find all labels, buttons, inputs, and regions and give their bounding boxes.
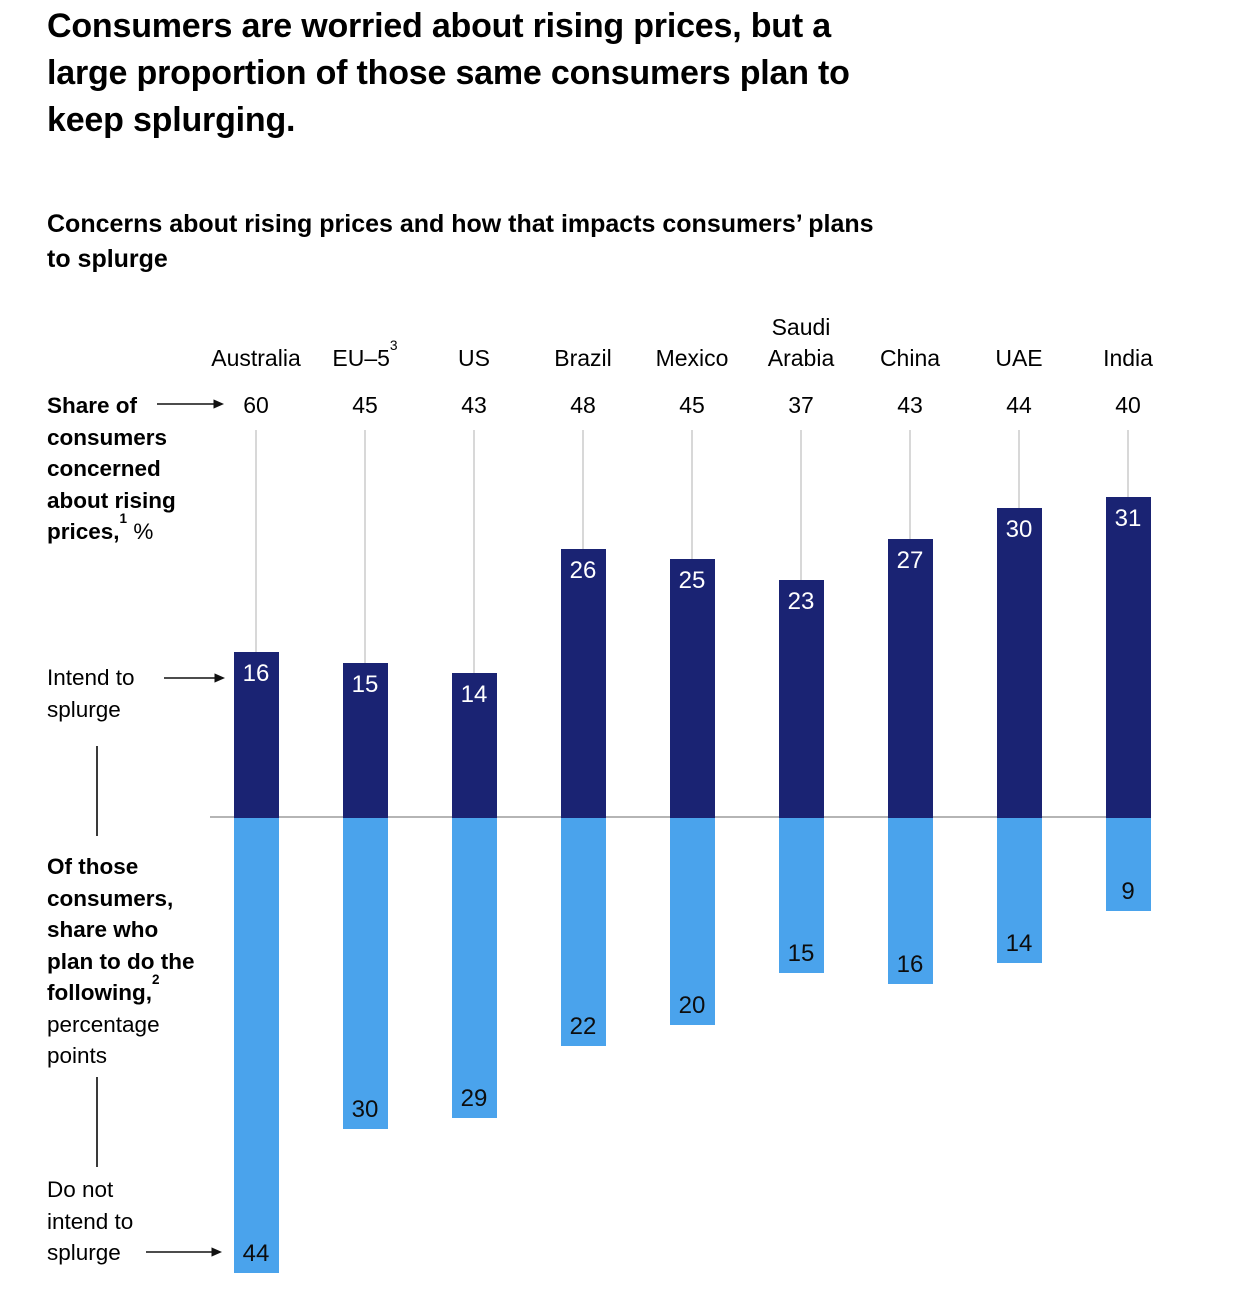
category-label-text: China	[879, 345, 941, 371]
chart-title: Consumers are worried about rising price…	[47, 7, 850, 139]
category-label-text: UAE	[995, 345, 1043, 371]
series-label-intend: Intend to splurge	[47, 665, 135, 722]
category-label: Australia	[202, 311, 311, 374]
concern-value: 40	[1115, 392, 1141, 418]
bar-value-do-not-intend: 29	[460, 1085, 488, 1113]
bar-value-do-not-intend: 44	[242, 1240, 270, 1268]
bar-do-not-intend: 29	[451, 818, 497, 1119]
category-label: Mexico	[638, 311, 747, 374]
drop-line	[473, 430, 475, 674]
arrow-right-icon	[164, 673, 225, 683]
bar-do-not-intend: 22	[560, 818, 606, 1046]
bar-value-intend: 30	[1005, 515, 1033, 543]
series-label-followup-text: Of those consumers, share who plan to do…	[47, 854, 195, 1005]
bar-intend-to-splurge: 16	[233, 652, 279, 818]
concern-value: 37	[788, 392, 814, 418]
bar-value-intend: 27	[896, 546, 924, 574]
concern-value: 60	[243, 392, 269, 418]
bar-do-not-intend: 9	[1105, 818, 1151, 912]
concern-value: 45	[679, 392, 705, 418]
bar-value-do-not-intend: 9	[1121, 878, 1135, 906]
category-label: India	[1074, 311, 1183, 374]
bar-do-not-intend: 16	[887, 818, 933, 984]
series-label-concerned: Share of consumers concerned about risin…	[47, 390, 217, 548]
bar-do-not-intend: 15	[778, 818, 824, 974]
bar-intend-to-splurge: 14	[451, 673, 497, 818]
bar-value-do-not-intend: 30	[351, 1095, 379, 1123]
bar-value-intend: 14	[460, 681, 488, 709]
category-label: Saudi Arabia	[747, 311, 856, 374]
category-label-text: Mexico	[655, 345, 729, 371]
bar-intend-to-splurge: 30	[996, 507, 1042, 818]
category-label: Brazil	[529, 311, 638, 374]
concern-value: 43	[897, 392, 923, 418]
category-label-text: Brazil	[554, 345, 612, 371]
category-label: UAE	[965, 311, 1074, 374]
series-label-concerned-text: Share of consumers concerned about risin…	[47, 393, 176, 544]
drop-line	[1127, 430, 1129, 498]
bar-intend-to-splurge: 25	[669, 559, 715, 818]
bar-do-not-intend: 20	[669, 818, 715, 1025]
bar-value-do-not-intend: 16	[896, 950, 924, 978]
bar-value-intend: 15	[351, 670, 379, 698]
category-label-text: Saudi Arabia	[767, 314, 835, 371]
bar-value-do-not-intend: 22	[569, 1012, 597, 1040]
concern-value: 48	[570, 392, 596, 418]
bar-intend-to-splurge: 26	[560, 548, 606, 818]
bar-value-intend: 23	[787, 587, 815, 615]
bar-intend-to-splurge: 31	[1105, 497, 1151, 818]
footnote-marker-1: 1	[119, 511, 128, 527]
category-label-text: EU–53	[332, 337, 398, 371]
drop-line	[909, 430, 911, 539]
bar-value-intend: 26	[569, 556, 597, 584]
category-label: EU–53	[311, 311, 420, 374]
category-label: China	[856, 311, 965, 374]
series-label-followup: Of those consumers, share who plan to do…	[47, 851, 237, 1072]
bar-value-intend: 31	[1114, 505, 1142, 533]
chart-subtitle: Concerns about rising prices and how tha…	[47, 210, 874, 273]
drop-line	[1018, 430, 1020, 508]
category-label: US	[420, 311, 529, 374]
arrow-right-icon	[157, 399, 224, 409]
bar-do-not-intend: 30	[342, 818, 388, 1129]
drop-line	[364, 430, 366, 663]
concern-value: 44	[1006, 392, 1032, 418]
bar-do-not-intend: 44	[233, 818, 279, 1274]
bar-intend-to-splurge: 15	[342, 662, 388, 818]
bar-intend-to-splurge: 23	[778, 579, 824, 818]
drop-line	[582, 430, 584, 549]
series-label-followup-unit: percentage points	[47, 1011, 160, 1069]
drop-line	[800, 430, 802, 580]
bar-intend-to-splurge: 27	[887, 538, 933, 818]
category-label-text: India	[1103, 345, 1153, 371]
series-label-do-not-intend: Do not intend to splurge	[47, 1177, 134, 1265]
bar-value-intend: 16	[242, 660, 270, 688]
bar-value-do-not-intend: 15	[787, 940, 815, 968]
category-label-text: US	[458, 345, 490, 371]
bar-do-not-intend: 14	[996, 818, 1042, 963]
footnote-marker-2: 2	[151, 972, 160, 988]
category-label-text: Australia	[211, 345, 301, 371]
drop-line	[255, 430, 257, 653]
concern-value: 43	[461, 392, 487, 418]
bar-value-do-not-intend: 14	[1005, 929, 1033, 957]
concern-value: 45	[352, 392, 378, 418]
series-label-concerned-unit: %	[127, 519, 154, 544]
drop-line	[691, 430, 693, 560]
bar-value-intend: 25	[678, 567, 706, 595]
bar-value-do-not-intend: 20	[678, 992, 706, 1019]
connector-line	[96, 746, 98, 836]
arrow-right-icon	[146, 1247, 222, 1257]
connector-line	[96, 1077, 98, 1167]
